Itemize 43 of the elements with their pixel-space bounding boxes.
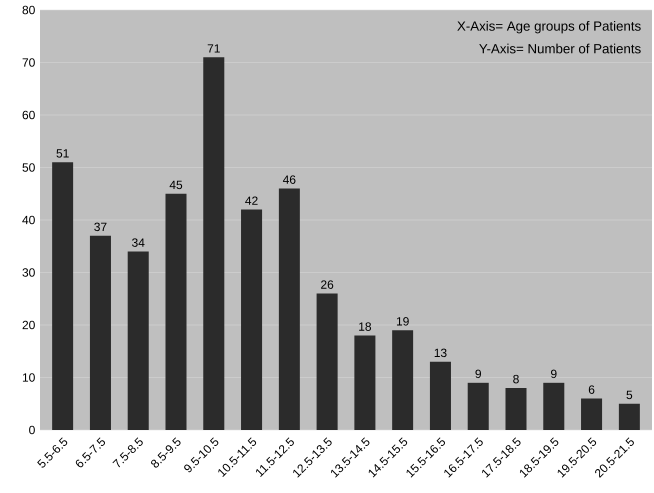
data-label: 71 xyxy=(208,44,220,53)
data-label: 26 xyxy=(321,280,334,289)
y-tick-label: 60 xyxy=(22,110,35,120)
bar xyxy=(505,388,527,430)
y-tick-label: 20 xyxy=(22,320,35,330)
data-label: 46 xyxy=(282,175,296,184)
bar xyxy=(430,362,451,430)
y-tick-label: 10 xyxy=(22,373,35,382)
data-label: 34 xyxy=(132,238,145,247)
bar xyxy=(618,404,640,430)
bar xyxy=(543,382,564,430)
bar xyxy=(581,398,602,430)
y-tick-label: 40 xyxy=(22,216,35,224)
data-label: 19 xyxy=(396,317,409,326)
bar xyxy=(316,294,338,430)
bar xyxy=(468,382,489,430)
bar xyxy=(392,330,414,430)
data-label: 13 xyxy=(434,348,447,358)
bar xyxy=(90,236,111,430)
data-label: 37 xyxy=(94,222,106,232)
data-label: 18 xyxy=(359,322,372,331)
data-label: 9 xyxy=(551,370,557,378)
data-label: 6 xyxy=(588,385,594,394)
y-tick-label: 30 xyxy=(22,268,35,277)
data-label: 5 xyxy=(626,390,632,400)
data-label: 51 xyxy=(56,149,69,158)
y-tick-label: 0 xyxy=(29,426,35,434)
bar xyxy=(165,194,187,430)
bar xyxy=(278,188,300,430)
data-label: 9 xyxy=(475,370,481,378)
y-tick-label: 70 xyxy=(22,58,35,67)
bar xyxy=(354,336,376,430)
annotation: Y-Axis= Number of Patients xyxy=(479,44,641,54)
y-tick-label: 50 xyxy=(22,163,35,172)
bar xyxy=(128,252,149,430)
annotation: X-Axis= Age groups of Patients xyxy=(457,20,641,34)
bar xyxy=(52,162,74,430)
bar xyxy=(203,57,224,430)
data-label: 8 xyxy=(513,374,519,384)
y-tick-label: 80 xyxy=(22,6,35,14)
data-label: 45 xyxy=(170,180,182,190)
bar xyxy=(241,210,262,430)
data-label: 42 xyxy=(245,196,258,205)
